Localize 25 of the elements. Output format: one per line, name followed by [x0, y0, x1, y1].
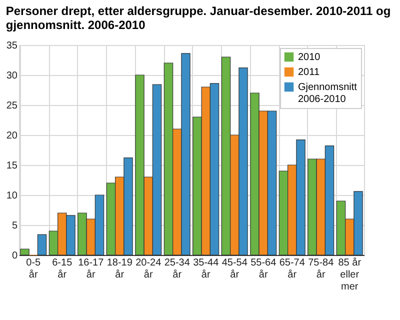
- x-tick-label: 18-19 år: [106, 258, 133, 280]
- x-tick-label: 55-64 år: [250, 258, 277, 280]
- legend-label: 2011: [298, 67, 320, 78]
- y-tick-label: 10: [6, 190, 18, 202]
- y-tick-label: 30: [6, 70, 18, 82]
- y-tick-label: 15: [6, 160, 18, 172]
- x-tick-label: 75-84 år: [308, 258, 334, 280]
- x-tick-label: 45-54 år: [222, 258, 248, 280]
- x-tick-label: 35-44 år: [193, 258, 220, 280]
- legend-label: Gjennomsnitt 2006-2010: [298, 82, 358, 105]
- y-tick-label: 25: [6, 100, 18, 112]
- y-tick-label: 35: [6, 40, 18, 52]
- x-tick-label: 6-15 år: [52, 258, 73, 280]
- x-tick-label: 20-24 år: [136, 258, 162, 280]
- x-tick-label: 0-5 år: [26, 258, 42, 280]
- y-tick-label: 0: [12, 250, 18, 262]
- x-tick-label: 25-34 år: [164, 258, 190, 280]
- text: gjennomsnitt. 2006-2010: [6, 18, 146, 32]
- x-tick-label: 85 år eller mer: [338, 256, 362, 292]
- text: Personer drept, etter aldersgruppe. Januar-desember. 2010-2011 og: [6, 4, 391, 18]
- y-tick-label: 20: [6, 130, 18, 142]
- legend-label: 2010: [298, 52, 321, 63]
- y-tick-label: 5: [12, 220, 18, 232]
- x-tick-label: 16-17 år: [78, 258, 104, 280]
- x-tick-label: 65-74 år: [279, 258, 306, 280]
